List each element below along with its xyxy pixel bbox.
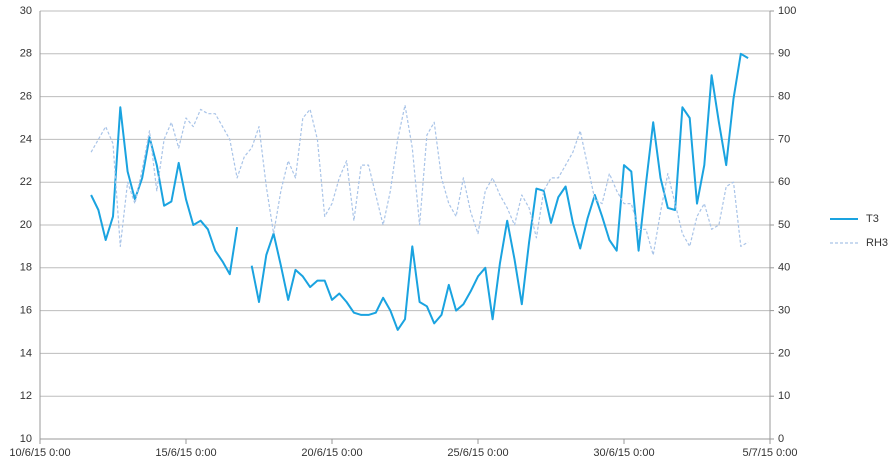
x-tick-label: 5/7/15 0:00 [742, 447, 797, 459]
series-line [90, 52, 749, 331]
y-tick-label: 30 [20, 5, 32, 17]
y2-tick-label: 50 [778, 219, 790, 231]
y2-tick-label: 90 [778, 48, 790, 60]
y-tick-label: 14 [20, 347, 32, 359]
x-tick-label: 10/6/15 0:00 [9, 447, 70, 459]
series-line [90, 104, 749, 256]
y2-tick-label: 10 [778, 390, 790, 402]
y-tick-label: 26 [20, 91, 32, 103]
y2-tick-label: 40 [778, 262, 790, 274]
y2-tick-label: 30 [778, 305, 790, 317]
y2-tick-label: 20 [778, 347, 790, 359]
x-tick-label: 30/6/15 0:00 [593, 447, 654, 459]
y2-tick-label: 70 [778, 133, 790, 145]
y2-tick-label: 0 [778, 433, 784, 445]
y2-tick-label: 60 [778, 176, 790, 188]
y-tick-label: 16 [20, 305, 32, 317]
y2-tick-label: 80 [778, 91, 790, 103]
y2-tick-label: 100 [778, 5, 796, 17]
y-tick-label: 10 [20, 433, 32, 445]
y-tick-label: 12 [20, 390, 32, 402]
y-tick-label: 20 [20, 219, 32, 231]
legend-label: RH3 [866, 237, 888, 249]
legend-label: T3 [866, 213, 879, 225]
x-tick-label: 15/6/15 0:00 [155, 447, 216, 459]
x-tick-label: 20/6/15 0:00 [301, 447, 362, 459]
y-tick-label: 18 [20, 262, 32, 274]
y-tick-label: 28 [20, 48, 32, 60]
y-tick-label: 24 [20, 133, 32, 145]
y-tick-label: 22 [20, 176, 32, 188]
x-tick-label: 25/6/15 0:00 [447, 447, 508, 459]
